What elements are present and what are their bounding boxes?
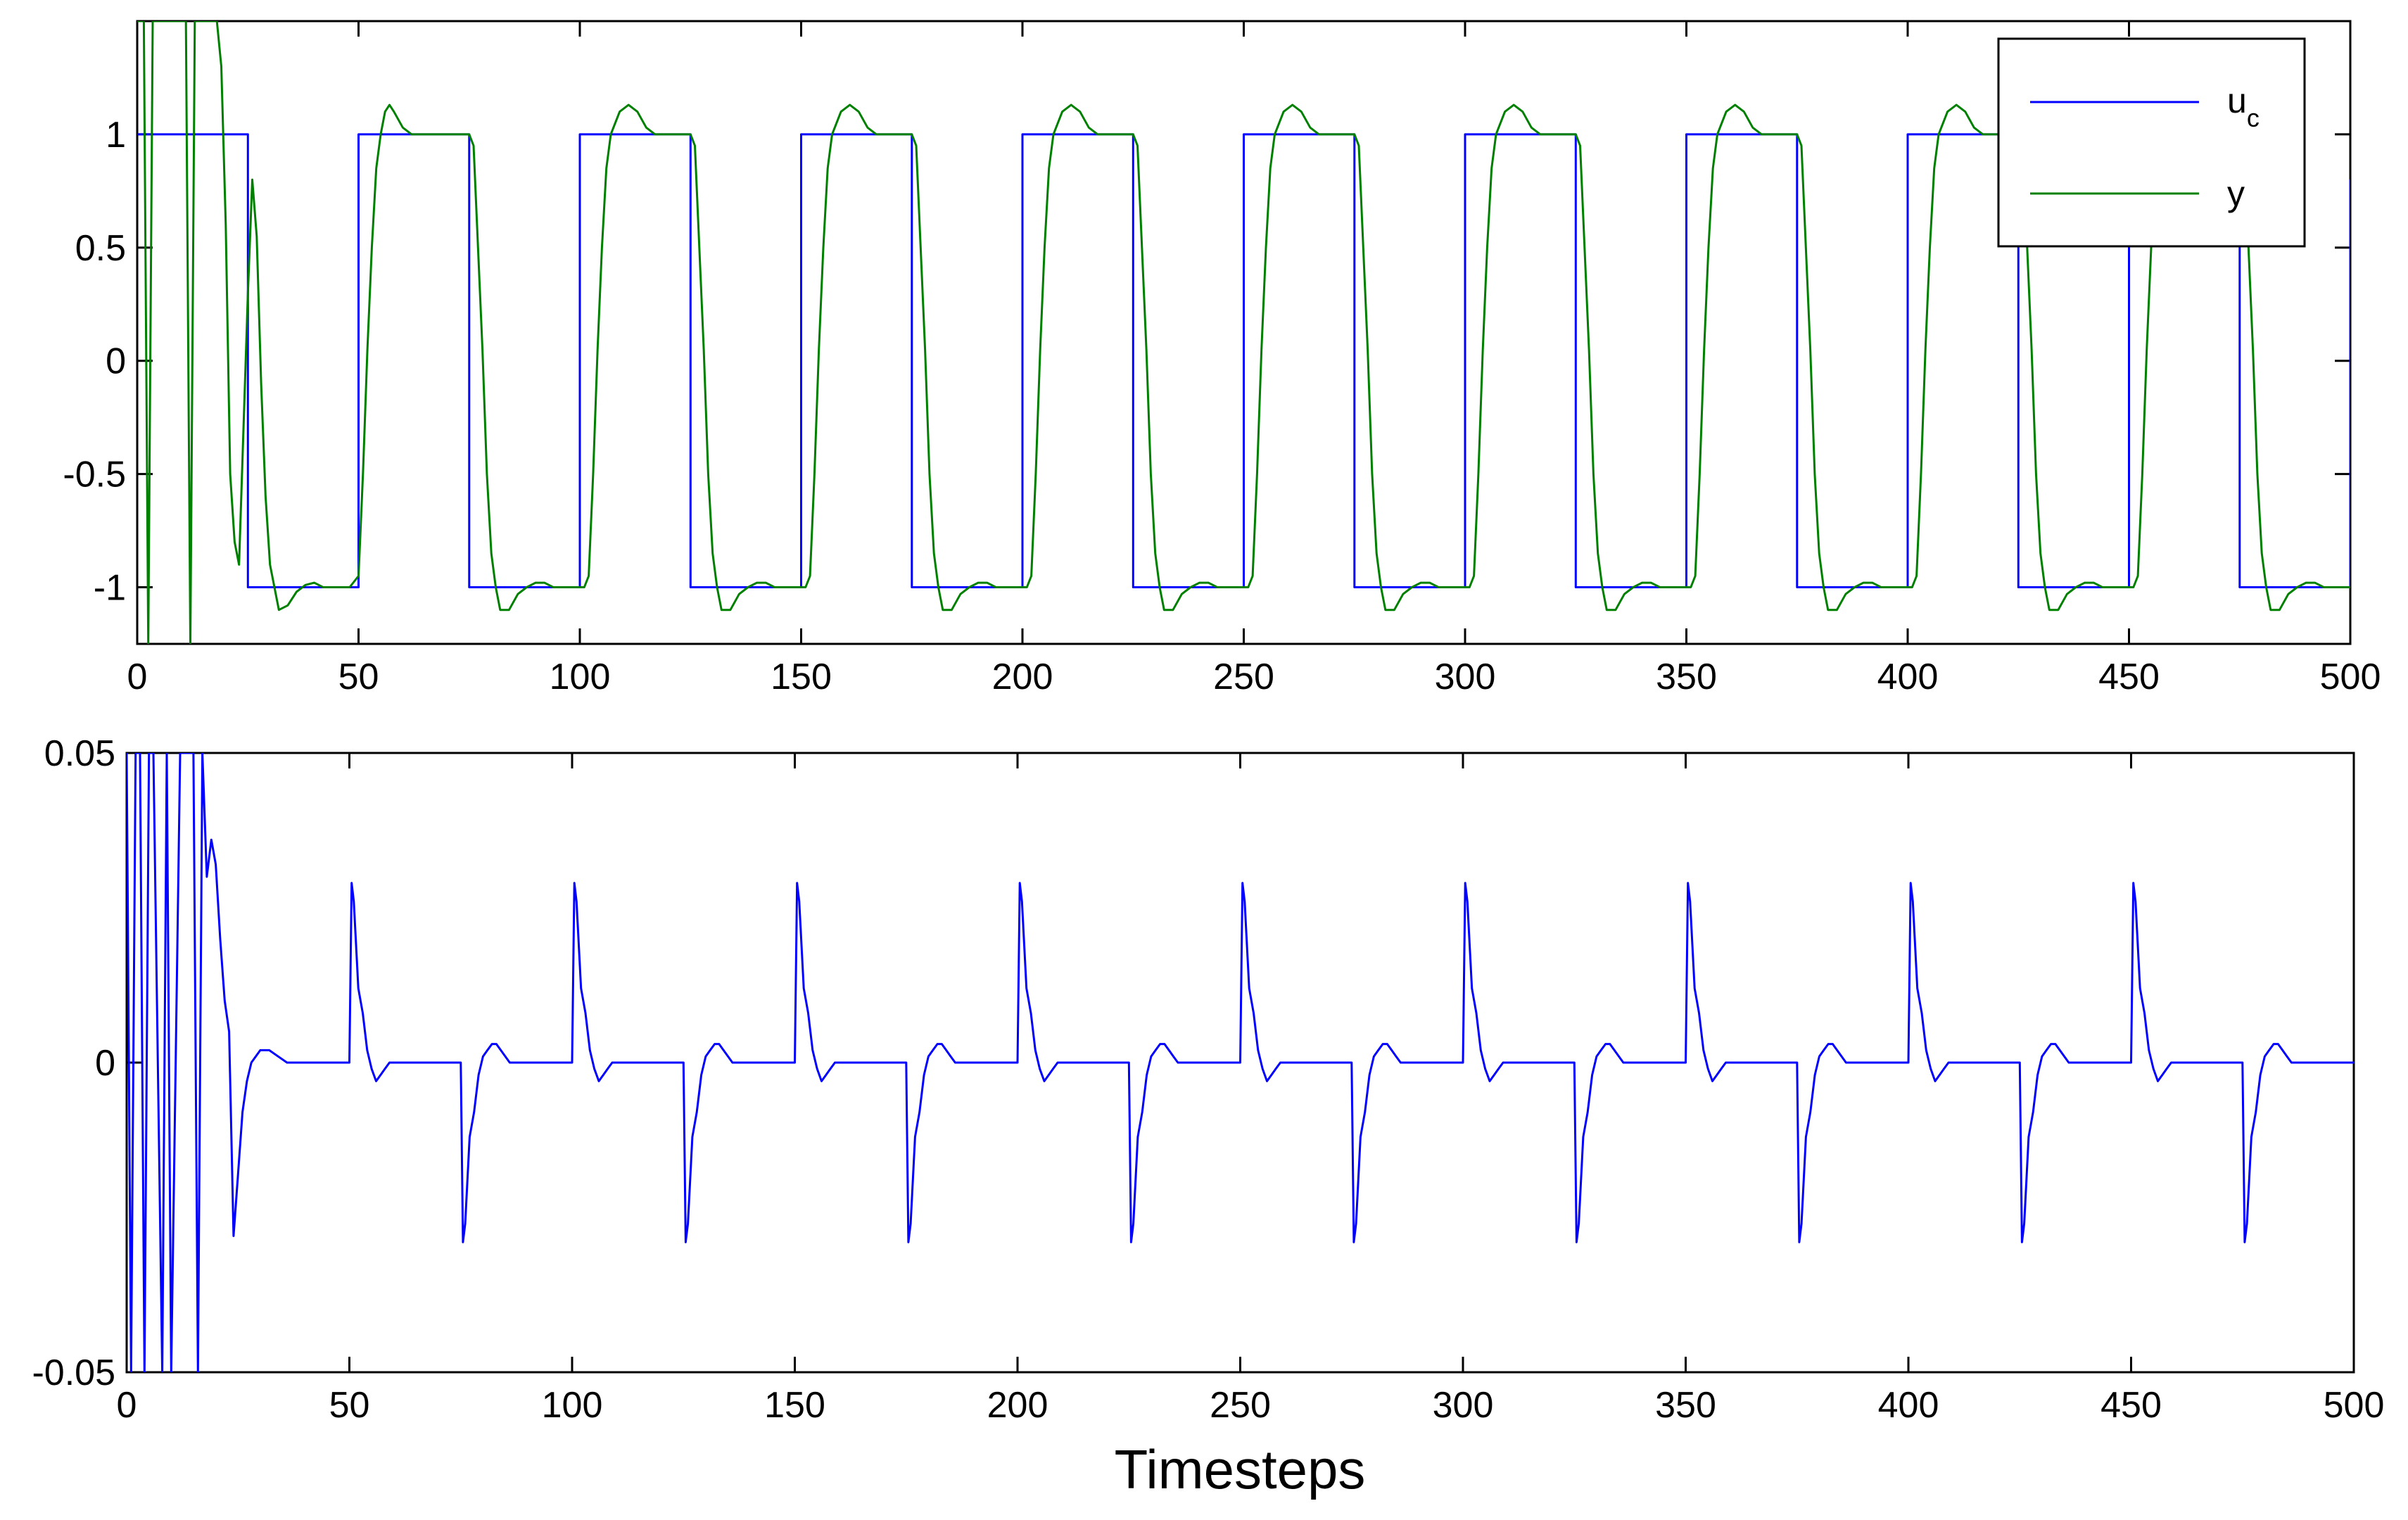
top-ytick-label: 0	[106, 341, 126, 382]
top-axes-ticks: 0 50 100 150 200 250 300 350 400 450 500 -1 -0.5 0 0.5…	[63, 21, 2381, 697]
bottom-xtick-label: 150	[764, 1385, 825, 1426]
bottom-xtick-label: 450	[2100, 1385, 2162, 1426]
top-axes-lines	[137, 21, 2350, 644]
top-xtick-label: 200	[992, 657, 1053, 697]
top-ytick-label: -1	[94, 568, 126, 609]
bottom-ytick-label: -0.05	[32, 1353, 115, 1393]
top-xtick-label: 450	[2098, 657, 2160, 697]
top-xtick-label: 100	[550, 657, 611, 697]
top-ytick-label: 1	[106, 115, 126, 156]
bottom-xtick-label: 500	[2324, 1385, 2385, 1426]
legend-label-y: y	[2227, 174, 2245, 213]
legend-label-u-c-sub: c	[2247, 103, 2260, 132]
x-axis-label: Timesteps	[1115, 1438, 1366, 1500]
legend: uc y	[1997, 37, 2306, 248]
legend-box	[1997, 37, 2306, 248]
bottom-axes: 0 50 100 150 200 250 300 350 400 450 500-0.0500.05…	[32, 733, 2384, 1500]
bottom-xtick-label: 0	[117, 1385, 137, 1426]
top-xtick-label: 300	[1435, 657, 1496, 697]
series-line	[127, 753, 2354, 1372]
top-xtick-label: 500	[2320, 657, 2381, 697]
top-xtick-label: 0	[127, 657, 148, 697]
top-axes: 0 50 100 150 200 250 300 350 400 450 500 -1 -0.5 0 0.5…	[63, 20, 2381, 697]
bottom-axes-lines	[127, 753, 2354, 1372]
series-u-c	[137, 133, 2350, 588]
top-xtick-label: 350	[1656, 657, 1717, 697]
legend-label-u-c: uc	[2227, 81, 2260, 132]
bottom-xtick-label: 100	[542, 1385, 603, 1426]
top-ytick-label: -0.5	[63, 455, 126, 495]
top-xtick-label: 150	[771, 657, 832, 697]
series-y	[137, 21, 2350, 644]
bottom-xtick-label: 200	[987, 1385, 1048, 1426]
bottom-xtick-label: 250	[1210, 1385, 1271, 1426]
bottom-ytick-label: 0	[95, 1043, 115, 1084]
legend-label-u-c-main: u	[2227, 81, 2247, 120]
bottom-ytick-label: 0.05	[44, 733, 115, 774]
top-xtick-label: 50	[338, 657, 379, 697]
top-xtick-label: 400	[1877, 657, 1939, 697]
top-xtick-label: 250	[1213, 657, 1274, 697]
bottom-xtick-label: 400	[1878, 1385, 1939, 1426]
top-ytick-label: 0.5	[75, 228, 126, 269]
bottom-xtick-label: 50	[329, 1385, 370, 1426]
bottom-xtick-label: 300	[1433, 1385, 1494, 1426]
bottom-xtick-label: 350	[1655, 1385, 1716, 1426]
